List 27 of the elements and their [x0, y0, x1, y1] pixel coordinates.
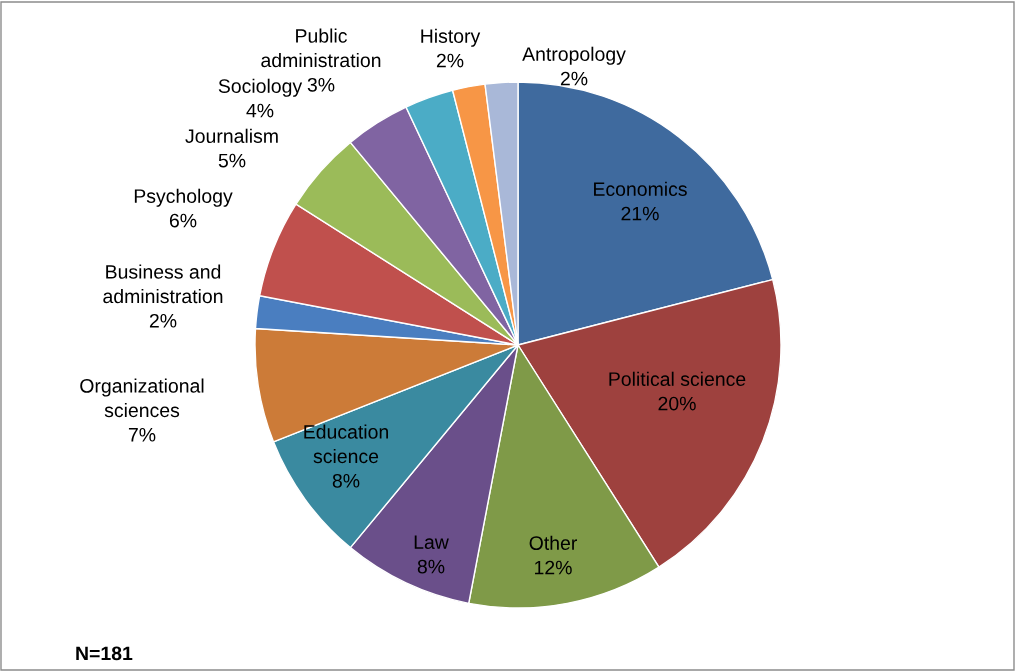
data-label: 20% [658, 396, 696, 411]
slice-label: Political science [609, 371, 746, 386]
slice-label: Economics [594, 181, 687, 196]
slice-label: Business and administration [103, 264, 223, 304]
slice-label: Antropology [522, 46, 626, 65]
data-label: 21% [621, 206, 659, 221]
data-label: 2% [149, 313, 177, 328]
data-label: 8% [417, 559, 445, 574]
slice-label: Education science [304, 424, 388, 464]
slice-label: Psychology [134, 188, 233, 207]
data-label: 7% [128, 428, 156, 442]
data-label: 4% [246, 103, 274, 118]
slice-label: Law [414, 535, 449, 549]
text: N=181 [76, 646, 133, 661]
slice-label: Other [529, 535, 577, 550]
data-label: 2% [560, 71, 588, 86]
data-label: 6% [169, 213, 197, 228]
slice-label: History [421, 28, 481, 47]
data-label: 8% [332, 473, 360, 488]
slice-label: Public administration [261, 28, 381, 68]
data-label: 12% [535, 560, 572, 575]
data-label: 5% [218, 153, 246, 168]
slice-label: Journalism [185, 128, 278, 143]
slice-label: Sociology [218, 78, 303, 97]
data-label: 2% [436, 53, 464, 68]
slice-label: Organizational sciences [80, 378, 204, 418]
data-label: 3% [307, 77, 335, 92]
